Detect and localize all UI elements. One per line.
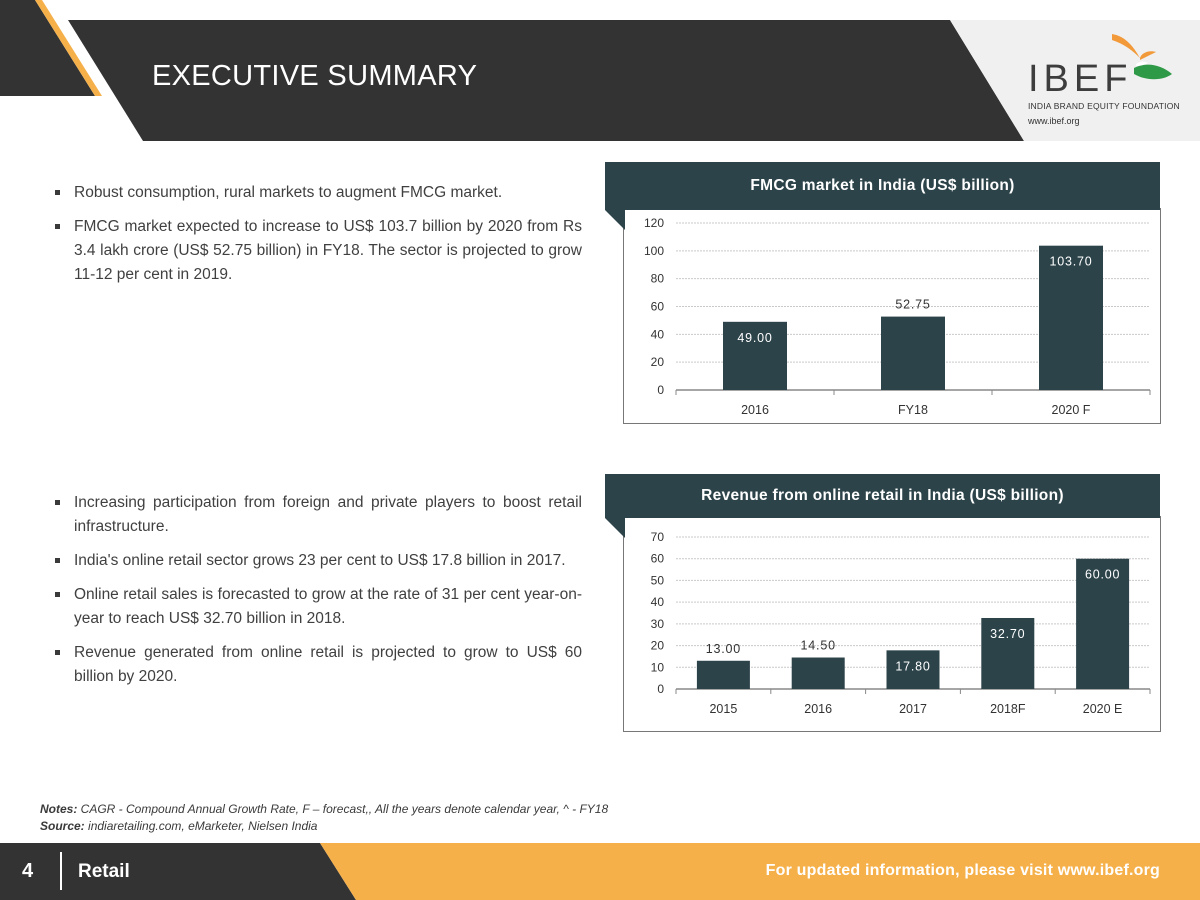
data-label: 17.80 xyxy=(895,659,930,673)
page-number: 4 xyxy=(22,860,34,882)
bar xyxy=(696,660,750,689)
y-tick-label: 20 xyxy=(651,639,665,653)
bar xyxy=(981,617,1035,689)
y-tick-label: 120 xyxy=(644,216,664,230)
bar xyxy=(886,650,940,689)
list-item: Online retail sales is forecasted to gro… xyxy=(52,583,582,631)
bullet-icon xyxy=(55,650,60,655)
fmcg-bullet-list: Robust consumption, rural markets to aug… xyxy=(52,181,582,297)
ibef-flag-icon xyxy=(1112,34,1172,80)
category-label: FY18 xyxy=(898,403,928,417)
logo-wordmark: IBEF xyxy=(1028,58,1133,100)
online-retail-chart-title: Revenue from online retail in India (US$… xyxy=(605,474,1160,518)
bullet-icon xyxy=(55,558,60,563)
bar xyxy=(1039,245,1103,390)
y-tick-label: 50 xyxy=(651,573,665,587)
list-item: Robust consumption, rural markets to aug… xyxy=(52,181,582,205)
fmcg-chart-title: FMCG market in India (US$ billion) xyxy=(605,162,1160,210)
list-item: Revenue generated from online retail is … xyxy=(52,641,582,689)
list-item: FMCG market expected to increase to US$ … xyxy=(52,215,582,287)
ibef-logo[interactable]: IBEF INDIA BRAND EQUITY FOUNDATION www.i… xyxy=(1024,28,1194,132)
y-tick-label: 30 xyxy=(651,617,665,631)
data-label: 103.70 xyxy=(1049,255,1092,269)
category-label: 2017 xyxy=(899,702,927,716)
list-item: Increasing participation from foreign an… xyxy=(52,491,582,539)
category-label: 2018F xyxy=(990,702,1026,716)
category-label: 2015 xyxy=(709,702,737,716)
data-label: 52.75 xyxy=(895,298,930,312)
bullet-icon xyxy=(55,592,60,597)
y-tick-label: 100 xyxy=(644,244,664,258)
category-label: 2020 E xyxy=(1083,702,1123,716)
online-retail-bullet-list: Increasing participation from foreign an… xyxy=(52,491,582,699)
footer-website-link[interactable]: For updated information, please visit ww… xyxy=(765,862,1160,879)
bar xyxy=(791,657,845,689)
chart-header-fold xyxy=(605,210,625,230)
y-tick-label: 0 xyxy=(657,682,664,696)
y-tick-label: 0 xyxy=(657,383,664,397)
y-tick-label: 40 xyxy=(651,595,665,609)
y-tick-label: 20 xyxy=(651,355,665,369)
bullet-icon xyxy=(55,190,60,195)
data-label: 32.70 xyxy=(990,627,1025,641)
category-label: 2016 xyxy=(741,403,769,417)
source-line: Source: indiaretailing.com, eMarketer, N… xyxy=(40,818,318,833)
data-label: 14.50 xyxy=(801,639,836,653)
y-tick-label: 60 xyxy=(651,552,665,566)
y-tick-label: 80 xyxy=(651,272,665,286)
data-label: 49.00 xyxy=(737,331,772,345)
online-retail-chart: 0 10 20 30 40 50 60 70 13.00 2015 14.50 2016 17.80 20… xyxy=(651,530,1151,716)
bar xyxy=(1076,558,1130,689)
bar xyxy=(723,321,787,390)
category-label: 2020 F xyxy=(1052,403,1091,417)
bullet-icon xyxy=(55,224,60,229)
list-item: India's online retail sector grows 23 pe… xyxy=(52,549,582,573)
logo-url[interactable]: www.ibef.org xyxy=(1028,116,1080,126)
bullet-icon xyxy=(55,500,60,505)
footer-divider xyxy=(60,852,62,890)
y-tick-label: 60 xyxy=(651,300,665,314)
data-label: 60.00 xyxy=(1085,568,1120,582)
footer-section-title: Retail xyxy=(78,861,130,882)
fmcg-chart: 0 20 40 60 80 100 120 49.00 2016 52.75 FY18 103.70 2… xyxy=(644,216,1151,417)
chart-header-fold xyxy=(605,518,625,538)
y-tick-label: 40 xyxy=(651,327,665,341)
notes-block: Notes: CAGR - Compound Annual Growth Rat… xyxy=(40,801,608,834)
page-title: EXECUTIVE SUMMARY xyxy=(152,60,478,92)
data-label: 13.00 xyxy=(706,642,741,656)
category-label: 2016 xyxy=(804,702,832,716)
y-tick-label: 10 xyxy=(651,660,665,674)
notes-line: Notes: CAGR - Compound Annual Growth Rat… xyxy=(40,802,609,816)
bar xyxy=(881,316,945,390)
logo-subtitle: INDIA BRAND EQUITY FOUNDATION xyxy=(1028,101,1180,111)
y-tick-label: 70 xyxy=(651,530,665,544)
